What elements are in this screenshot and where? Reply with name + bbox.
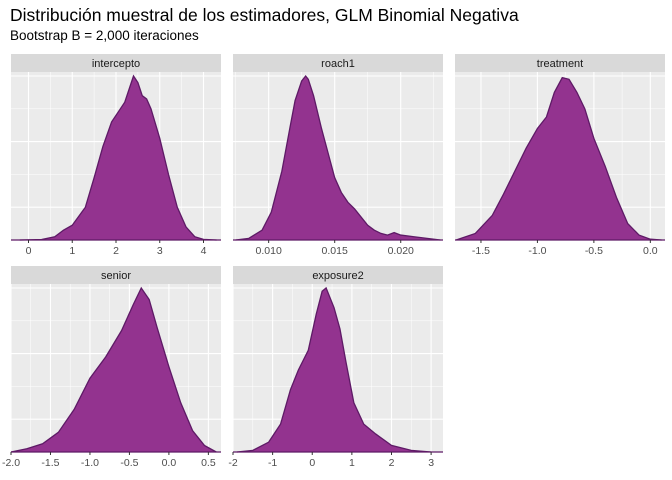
x-tick-label: 0.015 [322, 245, 348, 257]
facet-strip [11, 266, 221, 284]
density-area-senior [11, 288, 217, 452]
facet-intercepto: intercepto 0 1 2 3 4 [11, 54, 221, 257]
x-tick-label: 4 [201, 245, 207, 257]
x-tick-label: 1 [349, 457, 355, 469]
facet-senior: senior -2.0 -1.5 -1.0 -0.5 0.0 0.5 [2, 266, 221, 469]
facet-strip [455, 54, 665, 72]
x-tick-label: 0.0 [162, 457, 177, 469]
facet-strip [233, 54, 443, 72]
x-tick-label: 3 [428, 457, 434, 469]
x-tick-label: -1.0 [528, 245, 546, 257]
facet-treatment: treatment -1.5 -1.0 -0.5 0.0 [455, 54, 665, 257]
facet-roach1: roach1 0.010 0.015 0.020 [233, 54, 443, 257]
x-tick-label: -0.5 [120, 457, 138, 469]
x-tick-label: -1.5 [41, 457, 59, 469]
x-tick-label: -1.0 [81, 457, 99, 469]
density-line-senior [10, 286, 217, 453]
density-area-treatment [456, 77, 662, 240]
density-line-intercepto [19, 74, 217, 241]
x-tick-label: 0.020 [388, 245, 414, 257]
x-tick-label: -1.5 [472, 245, 490, 257]
x-tick-label: 0.5 [201, 457, 216, 469]
x-tick-label: 0 [26, 245, 32, 257]
x-tick-label: -2.0 [2, 457, 20, 469]
density-area-exposure2 [236, 288, 432, 452]
x-tick-label: -0.5 [585, 245, 603, 257]
x-tick-label: 2 [389, 457, 395, 469]
density-area-intercepto [19, 76, 217, 240]
facet-strip-label: intercepto [92, 58, 140, 70]
facet-strip-label: treatment [537, 58, 583, 70]
facet-strip [11, 54, 221, 72]
x-tick-label: -1 [268, 457, 277, 469]
facet-strip [233, 266, 443, 284]
x-tick-label: 0.010 [256, 245, 282, 257]
x-tick-label: 0.0 [643, 245, 658, 257]
x-tick-label: 2 [113, 245, 119, 257]
density-line-exposure2 [236, 286, 432, 453]
x-tick-label: 3 [157, 245, 163, 257]
density-area-roach1 [235, 76, 441, 240]
density-line-treatment [455, 76, 662, 241]
chart-title: Distribución muestral de los estimadores… [10, 5, 519, 25]
x-tick-label: 1 [69, 245, 75, 257]
x-tick-label: 0 [309, 457, 315, 469]
x-tick-label: -2 [228, 457, 237, 469]
chart-subtitle: Bootstrap B = 2,000 iteraciones [10, 28, 199, 43]
facet-exposure2: exposure2 -2 -1 0 1 2 3 [228, 266, 443, 469]
density-line-roach1 [235, 74, 441, 241]
facet-strip-label: exposure2 [312, 270, 363, 282]
facet-strip-label: senior [101, 270, 131, 282]
facet-strip-label: roach1 [321, 58, 355, 70]
